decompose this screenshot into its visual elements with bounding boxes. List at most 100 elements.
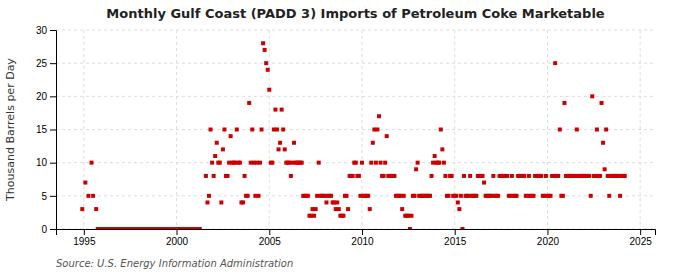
x-tick: 1995 [73, 229, 96, 247]
point [556, 174, 560, 178]
y-tick-label: 25 [36, 58, 48, 69]
point [433, 154, 437, 158]
point [369, 161, 373, 165]
x-tick-mark [640, 229, 641, 235]
point [392, 174, 396, 178]
point [215, 141, 219, 145]
point [283, 147, 287, 151]
point [335, 200, 339, 204]
x-tick-label: 2015 [444, 236, 467, 247]
point [428, 194, 432, 198]
point [198, 227, 202, 229]
point [590, 94, 594, 98]
grid-line-y [56, 63, 655, 64]
point [575, 128, 579, 132]
point [247, 101, 251, 105]
x-tick-label: 1995 [73, 236, 96, 247]
y-tick-mark [50, 96, 56, 97]
point [374, 161, 378, 165]
point [413, 194, 417, 198]
point [414, 167, 418, 171]
y-tick: 15 [36, 124, 56, 135]
point [468, 174, 472, 178]
point [256, 194, 260, 198]
point [366, 194, 370, 198]
y-tick-mark [50, 229, 56, 230]
point [400, 207, 404, 211]
point [241, 200, 245, 204]
point [532, 194, 536, 198]
y-tick: 10 [36, 157, 56, 168]
x-tick-mark [269, 229, 270, 235]
point [416, 161, 420, 165]
point [382, 174, 386, 178]
x-axis: 1995200020052010201520202025 [57, 229, 656, 247]
point [383, 161, 387, 165]
x-tick: 2010 [351, 229, 374, 247]
point [357, 174, 361, 178]
point [221, 147, 225, 151]
point [341, 214, 345, 218]
point [292, 141, 296, 145]
y-tick-label: 0 [41, 224, 47, 235]
point [462, 174, 466, 178]
point [238, 161, 242, 165]
point [345, 194, 349, 198]
point [549, 194, 553, 198]
point [351, 174, 355, 178]
y-tick-label: 20 [36, 91, 48, 102]
x-tick: 2025 [630, 229, 653, 247]
y-axis-line [50, 31, 57, 230]
point [275, 128, 279, 132]
point [457, 207, 461, 211]
point [213, 154, 217, 158]
point [623, 174, 627, 178]
y-tick-mark [50, 30, 56, 31]
point [544, 174, 548, 178]
point [360, 161, 364, 165]
chart: 1995200020052010201520202025051015202530… [0, 0, 675, 275]
point [346, 207, 350, 211]
x-axis-line [57, 230, 656, 236]
point [442, 161, 446, 165]
point [496, 194, 500, 198]
point [443, 174, 447, 178]
point [267, 88, 271, 92]
y-axis: 051015202530 [36, 25, 57, 235]
point [454, 194, 458, 198]
point [598, 174, 602, 178]
point [447, 194, 451, 198]
point [368, 207, 372, 211]
x-tick-mark [547, 229, 548, 235]
point [474, 194, 478, 198]
point [618, 194, 622, 198]
point [527, 174, 531, 178]
point [273, 108, 277, 112]
point [209, 128, 213, 132]
x-tick-mark [84, 229, 85, 235]
point [258, 161, 262, 165]
point [603, 167, 607, 171]
point [505, 174, 509, 178]
point [243, 174, 247, 178]
point [250, 128, 254, 132]
y-tick-label: 5 [41, 191, 47, 202]
point [562, 101, 566, 105]
point [604, 128, 608, 132]
y-tick-mark [50, 163, 56, 164]
x-tick-label: 2005 [259, 236, 282, 247]
point [371, 141, 375, 145]
point [306, 194, 310, 198]
plot-area: 1995200020052010201520202025051015202530 [36, 25, 656, 247]
x-tick-label: 2020 [537, 236, 560, 247]
point [235, 128, 239, 132]
point [539, 174, 543, 178]
point [437, 161, 441, 165]
point [280, 108, 284, 112]
y-tick: 25 [36, 58, 56, 69]
y-tick: 5 [41, 191, 56, 202]
x-tick: 2020 [537, 229, 560, 247]
point [317, 161, 321, 165]
y-tick-mark [50, 63, 56, 64]
point [263, 48, 267, 52]
